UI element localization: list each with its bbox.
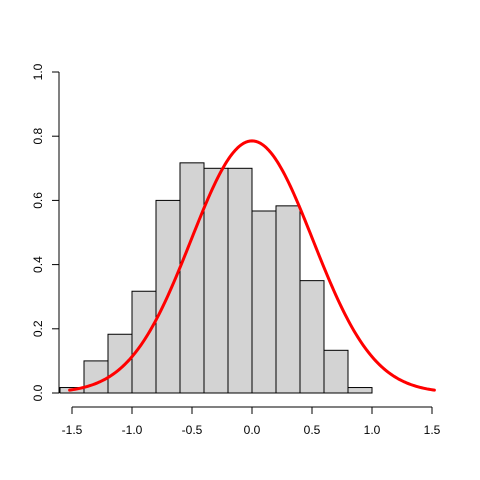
x-axis: -1.5 -1.0 -0.5 0.0 0.5 1.0 1.5 (62, 406, 441, 437)
histogram-bar (179, 162, 205, 394)
x-tick-label: 0.0 (244, 423, 261, 437)
x-tick-label: -0.5 (182, 423, 203, 437)
y-tick-label: 0.4 (31, 256, 45, 273)
y-tick-label: 1.0 (31, 63, 45, 80)
histogram-bars (59, 162, 373, 394)
x-tick-label: -1.5 (62, 423, 83, 437)
histogram-bar (107, 333, 133, 394)
histogram-bar (251, 210, 277, 394)
histogram-bar (323, 349, 349, 394)
y-tick-label: 0.2 (31, 320, 45, 337)
histogram-bar (155, 199, 181, 394)
histogram-bar (83, 360, 109, 394)
histogram-bar (299, 280, 325, 394)
histogram-bar (347, 387, 373, 394)
x-tick-label: 1.5 (424, 423, 441, 437)
y-tick-label: 0.0 (31, 384, 45, 401)
density-curve (68, 139, 436, 392)
histogram-bar (227, 167, 253, 394)
x-tick-label: -1.0 (122, 423, 143, 437)
x-tick-label: 1.0 (364, 423, 381, 437)
y-tick-label: 0.8 (31, 128, 45, 145)
x-tick-label: 0.5 (304, 423, 321, 437)
y-axis: 0.0 0.2 0.4 0.6 0.8 1.0 (31, 63, 60, 401)
y-tick-label: 0.6 (31, 192, 45, 209)
histogram-bar (275, 205, 301, 394)
